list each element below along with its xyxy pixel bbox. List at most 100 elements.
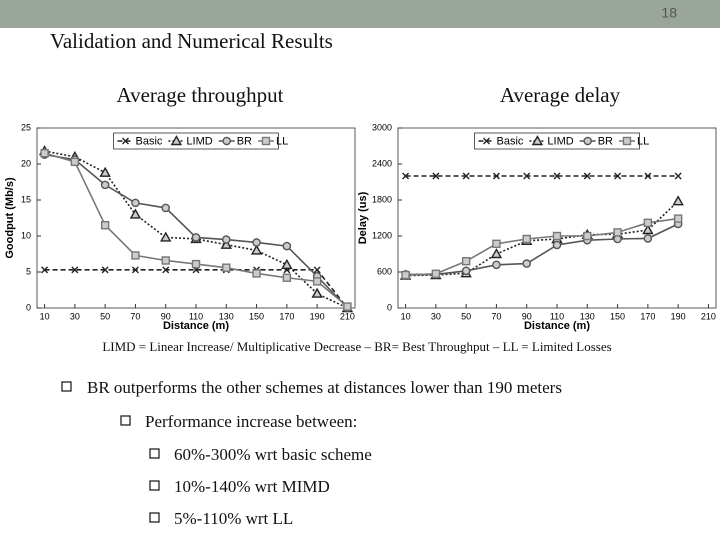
y-tick-label: 25 (21, 122, 31, 132)
y-tick-label: 0 (26, 302, 31, 312)
marker (222, 263, 231, 272)
marker (221, 235, 231, 244)
marker (222, 136, 231, 146)
y-tick-label: 1200 (372, 230, 392, 240)
marker (131, 251, 140, 260)
marker (162, 266, 170, 274)
marker (343, 302, 352, 311)
y-tick-label: 10 (21, 230, 31, 240)
marker (312, 277, 322, 286)
x-tick-label: 190 (310, 311, 325, 321)
x-tick-label: 90 (522, 311, 532, 321)
y-tick-label: 3000 (372, 122, 392, 132)
marker (261, 136, 271, 146)
x-tick-label: 190 (671, 311, 686, 321)
marker (99, 166, 111, 177)
x-tick-label: 70 (491, 311, 501, 321)
plot-area (36, 127, 356, 309)
bullet: 5%-110% wrt LL (174, 509, 293, 528)
legend-label: LIMD (186, 135, 212, 147)
marker (674, 172, 682, 180)
slide-title: Validation and Numerical Results (50, 29, 333, 53)
x-tick-label: 170 (640, 311, 655, 321)
marker (191, 259, 201, 269)
x-tick-label: 70 (130, 311, 140, 321)
marker (583, 231, 592, 241)
marker (220, 238, 232, 249)
x-tick-label: 110 (189, 311, 203, 321)
marker (461, 257, 471, 266)
x-tick-label: 150 (610, 311, 625, 321)
y-axis-label: Delay (us) (357, 191, 369, 244)
caption: LIMD = Linear Increase/ Multiplicative D… (102, 339, 611, 354)
x-tick-label: 90 (161, 311, 171, 321)
y-tick-label: 1800 (372, 194, 392, 204)
x-axis-label: Distance (m) (524, 320, 590, 332)
marker (644, 172, 652, 180)
legend-label: Basic (136, 135, 163, 147)
marker (672, 195, 684, 206)
marker (160, 231, 172, 242)
y-tick-label: 600 (377, 266, 392, 276)
x-tick-label: 130 (580, 311, 595, 321)
marker (490, 248, 503, 259)
y-tick-label: 0 (387, 302, 392, 312)
marker (432, 172, 440, 180)
marker (552, 240, 562, 250)
marker (522, 259, 532, 268)
page-number: 18 (661, 5, 677, 21)
marker (252, 238, 261, 247)
x-tick-label: 170 (279, 311, 294, 321)
marker (642, 224, 654, 235)
marker (161, 256, 170, 265)
legend-label: Basic (497, 135, 524, 147)
x-tick-label: 30 (431, 311, 441, 321)
marker (250, 244, 263, 255)
legend-label: LL (637, 135, 649, 147)
marker (313, 266, 321, 274)
legend-label: BR (237, 135, 252, 147)
marker (643, 234, 653, 243)
x-tick-label: 210 (701, 311, 716, 321)
marker (492, 172, 500, 180)
bullet: Performance increase between: (145, 412, 357, 431)
bullet: 60%-300% wrt basic scheme (174, 445, 372, 464)
bullet-icons (61, 381, 160, 523)
legend-label: BR (598, 135, 613, 147)
x-axis-label: Distance (m) (163, 320, 229, 332)
marker (583, 136, 592, 146)
marker (100, 180, 110, 190)
x-tick-label: 10 (401, 311, 411, 321)
marker (101, 266, 109, 274)
marker (131, 266, 139, 274)
marker (673, 214, 683, 223)
marker (613, 228, 622, 237)
x-tick-label: 50 (461, 311, 471, 321)
legend-box (113, 132, 279, 150)
marker (282, 241, 292, 251)
y-tick-label: 15 (21, 194, 31, 204)
chart-title: Average throughput (117, 83, 284, 107)
marker (431, 269, 441, 278)
marker (622, 136, 632, 146)
bullet: 10%-140% wrt MIMD (174, 477, 330, 496)
plot-area (397, 127, 717, 309)
marker (191, 233, 201, 242)
legend-label: LIMD (547, 135, 573, 147)
marker (523, 172, 531, 180)
marker (282, 273, 292, 282)
marker (553, 172, 561, 180)
marker (161, 203, 171, 213)
x-tick-label: 150 (249, 311, 264, 321)
x-tick-label: 110 (550, 311, 564, 321)
marker (483, 137, 490, 145)
x-tick-label: 130 (219, 311, 234, 321)
top-bar (0, 0, 720, 28)
marker (462, 172, 470, 180)
x-tick-label: 10 (40, 311, 50, 321)
marker (492, 260, 501, 270)
x-tick-label: 30 (70, 311, 80, 321)
chart-title: Average delay (500, 83, 621, 107)
marker (531, 135, 544, 146)
